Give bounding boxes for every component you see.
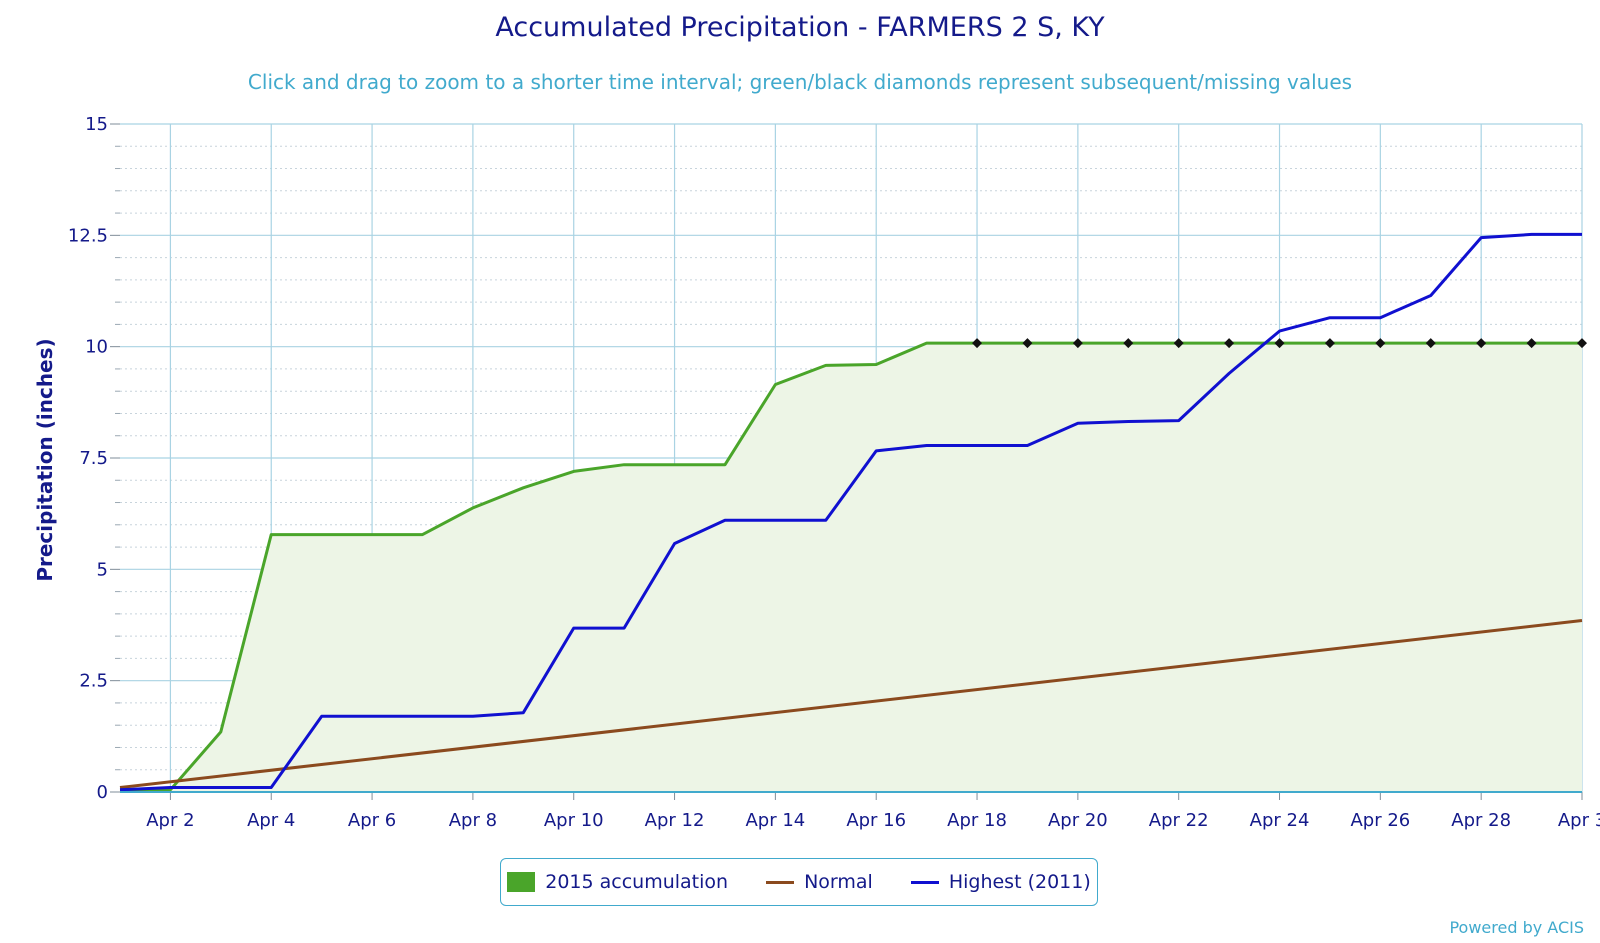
legend-swatch-normal: [766, 880, 795, 884]
legend-item-2015-accumulation[interactable]: 2015 accumulation: [507, 871, 728, 893]
legend-item-normal[interactable]: Normal: [766, 871, 873, 893]
legend-swatch-highest: [910, 880, 939, 884]
x-tick-label: Apr 10: [544, 810, 604, 831]
x-tick-label: Apr 20: [1048, 810, 1108, 831]
axis-layer: 0 2.5 5 7.5 10 12.5 15 Apr 2 Apr 4 Apr 6 Apr 8 Apr …: [68, 114, 1600, 831]
missing-value-marker: [1375, 338, 1386, 349]
missing-value-marker: [1173, 338, 1184, 349]
chart-title: Accumulated Precipitation - FARMERS 2 S,…: [495, 12, 1105, 43]
series-line-2015-accumulation: [119, 341, 1582, 793]
y-tick-label: 12.5: [68, 225, 108, 246]
marker-layer: [972, 338, 1587, 349]
x-tick-label: Apr 24: [1250, 810, 1310, 831]
missing-value-marker: [1425, 338, 1436, 349]
x-tick-label: Apr 4: [247, 810, 295, 831]
chart-subtitle: Click and drag to zoom to a shorter time…: [247, 70, 1353, 94]
area-layer: [120, 343, 1582, 792]
missing-value-marker: [1224, 338, 1235, 349]
x-tick-label: Apr 14: [745, 810, 805, 831]
legend-swatch-2015: [507, 872, 536, 892]
y-tick-label: 2.5: [79, 671, 108, 692]
x-tick-label: Apr 3: [1558, 810, 1600, 831]
line-layer: [119, 232, 1583, 793]
legend: 2015 accumulation Normal Highest (2011): [500, 858, 1098, 906]
legend-label-2015: 2015 accumulation: [545, 871, 729, 893]
legend-item-highest[interactable]: Highest (2011): [910, 871, 1091, 893]
series-line-normal: [119, 619, 1583, 789]
legend-label-highest: Highest (2011): [948, 871, 1091, 893]
credit-link[interactable]: Powered by ACIS: [1449, 918, 1584, 937]
y-tick-label: 15: [85, 114, 108, 135]
missing-value-marker: [1577, 338, 1587, 349]
missing-value-marker: [1123, 338, 1134, 349]
missing-value-marker: [1072, 338, 1083, 349]
y-tick-label: 5: [97, 559, 108, 580]
y-tick-label: 0: [97, 782, 108, 803]
x-tick-label: Apr 6: [348, 810, 396, 831]
missing-value-marker: [1476, 338, 1487, 349]
x-tick-label: Apr 28: [1451, 810, 1511, 831]
series-area-2015-accumulation: [120, 343, 1582, 792]
x-tick-label: Apr 8: [449, 810, 497, 831]
legend-label-normal: Normal: [804, 871, 873, 893]
x-tick-label: Apr 18: [947, 810, 1007, 831]
missing-value-marker: [1274, 338, 1285, 349]
y-tick-label: 7.5: [79, 448, 108, 469]
missing-value-marker: [1526, 338, 1537, 349]
y-tick-label: 10: [85, 337, 108, 358]
x-tick-label: Apr 2: [146, 810, 194, 831]
missing-value-marker: [1324, 338, 1335, 349]
missing-value-marker: [1022, 338, 1033, 349]
x-tick-label: Apr 22: [1149, 810, 1209, 831]
x-tick-label: Apr 26: [1350, 810, 1410, 831]
y-axis-title: Precipitation (inches): [33, 338, 57, 581]
series-line-highest-2011: [119, 232, 1582, 792]
x-tick-label: Apr 12: [645, 810, 705, 831]
missing-value-marker: [972, 338, 983, 349]
x-tick-label: Apr 16: [846, 810, 906, 831]
